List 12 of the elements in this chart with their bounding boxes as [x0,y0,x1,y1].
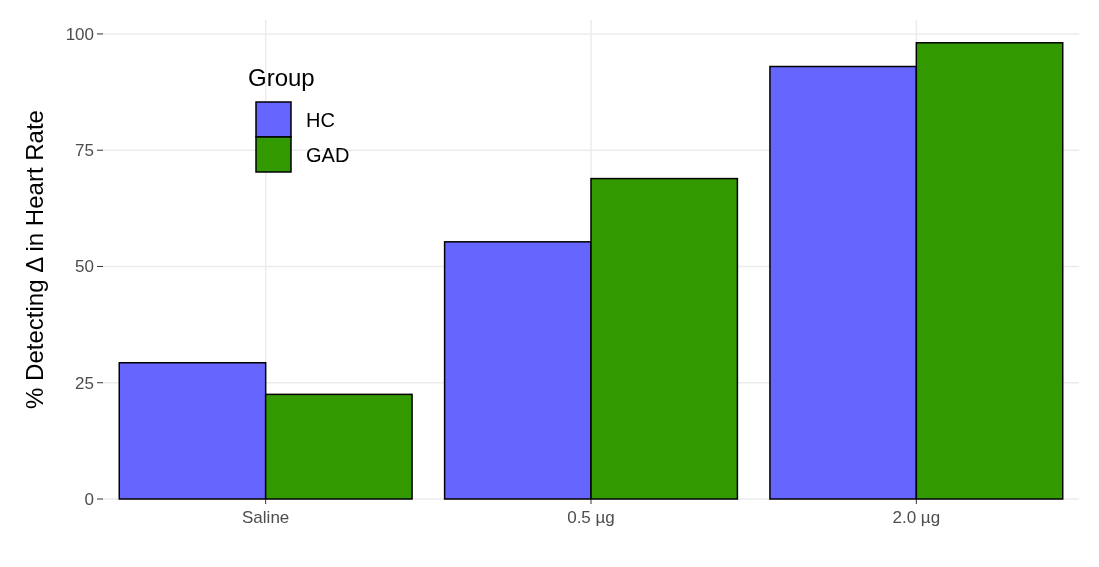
legend-label: GAD [306,144,350,166]
x-tick-label: Saline [242,508,290,527]
y-tick-label: 75 [75,141,94,161]
x-tick-label: 2.0 µg [892,508,941,527]
y-tick-label: 100 [65,24,94,44]
x-tick-label: 0.5 µg [567,508,615,527]
y-tick-label: 25 [75,373,94,393]
y-axis-title: % Detecting Δ in Heart Rate [21,110,48,409]
legend-title: Group [248,64,315,91]
y-tick-label: 0 [84,489,94,509]
legend-label: HC [306,109,335,131]
y-tick-label: 50 [75,257,94,277]
